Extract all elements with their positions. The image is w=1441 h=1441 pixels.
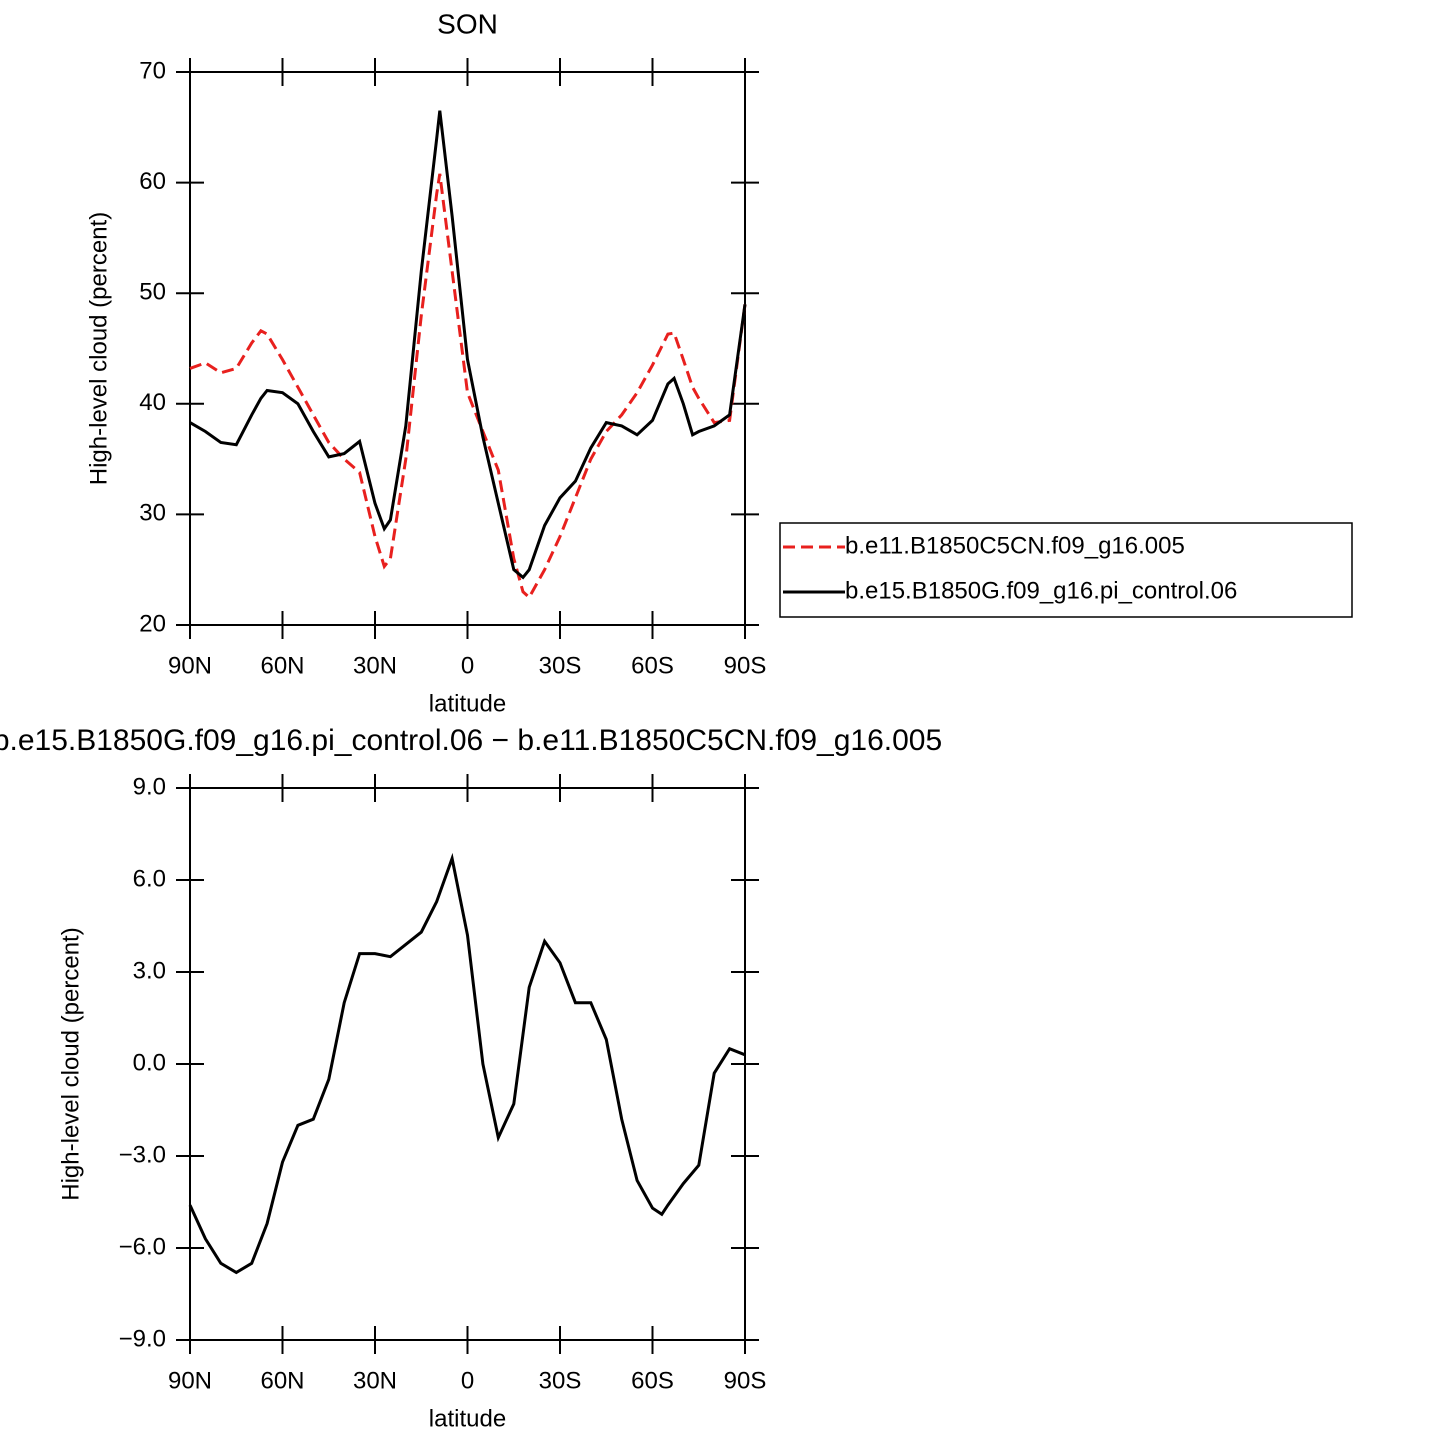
data-line: [189, 110, 747, 580]
x-axis-label: latitude: [429, 1405, 506, 1432]
x-tick-label: 90S: [724, 1367, 767, 1394]
y-tick-label: 50: [139, 279, 166, 306]
x-tick-label: 0: [461, 652, 474, 679]
y-tick-label: 6.0: [133, 865, 166, 892]
y-tick-label: −3.0: [119, 1141, 166, 1168]
legend-label: b.e15.B1850G.f09_g16.pi_control.06: [845, 577, 1237, 604]
legend-box: [779, 522, 1353, 618]
chart-title: b.e15.B1850G.f09_g16.pi_control.06 − b.e…: [0, 724, 942, 757]
y-tick-label: 20: [139, 610, 166, 637]
data-line: [188, 852, 746, 1275]
x-tick-label: 60S: [631, 1367, 674, 1394]
y-tick-label: 0.0: [133, 1049, 166, 1076]
plot-frame: [189, 787, 746, 1341]
y-tick-label: 60: [139, 168, 166, 195]
x-tick-label: 30N: [353, 1367, 397, 1394]
y-axis-label: High-level cloud (percent): [57, 927, 84, 1200]
chart-title: SON: [437, 8, 498, 39]
x-tick-label: 90N: [168, 652, 212, 679]
x-tick-label: 30S: [539, 1367, 582, 1394]
x-tick-label: 30S: [539, 652, 582, 679]
y-tick-label: 3.0: [133, 957, 166, 984]
legend-label: b.e11.B1850C5CN.f09_g16.005: [845, 532, 1185, 559]
x-tick-label: 0: [461, 1367, 474, 1394]
y-tick-label: 30: [139, 500, 166, 527]
x-tick-label: 60N: [260, 652, 304, 679]
data-line: [189, 173, 747, 600]
x-tick-label: 30N: [353, 652, 397, 679]
x-axis-label: latitude: [429, 690, 506, 717]
y-tick-label: 9.0: [133, 773, 166, 800]
y-tick-label: −9.0: [119, 1325, 166, 1352]
y-axis-label: High-level cloud (percent): [85, 212, 112, 485]
x-tick-label: 90S: [724, 652, 767, 679]
y-tick-label: −6.0: [119, 1233, 166, 1260]
y-tick-label: 40: [139, 389, 166, 416]
x-tick-label: 60S: [631, 652, 674, 679]
x-tick-label: 90N: [168, 1367, 212, 1394]
y-tick-label: 70: [139, 57, 166, 84]
x-tick-label: 60N: [260, 1367, 304, 1394]
